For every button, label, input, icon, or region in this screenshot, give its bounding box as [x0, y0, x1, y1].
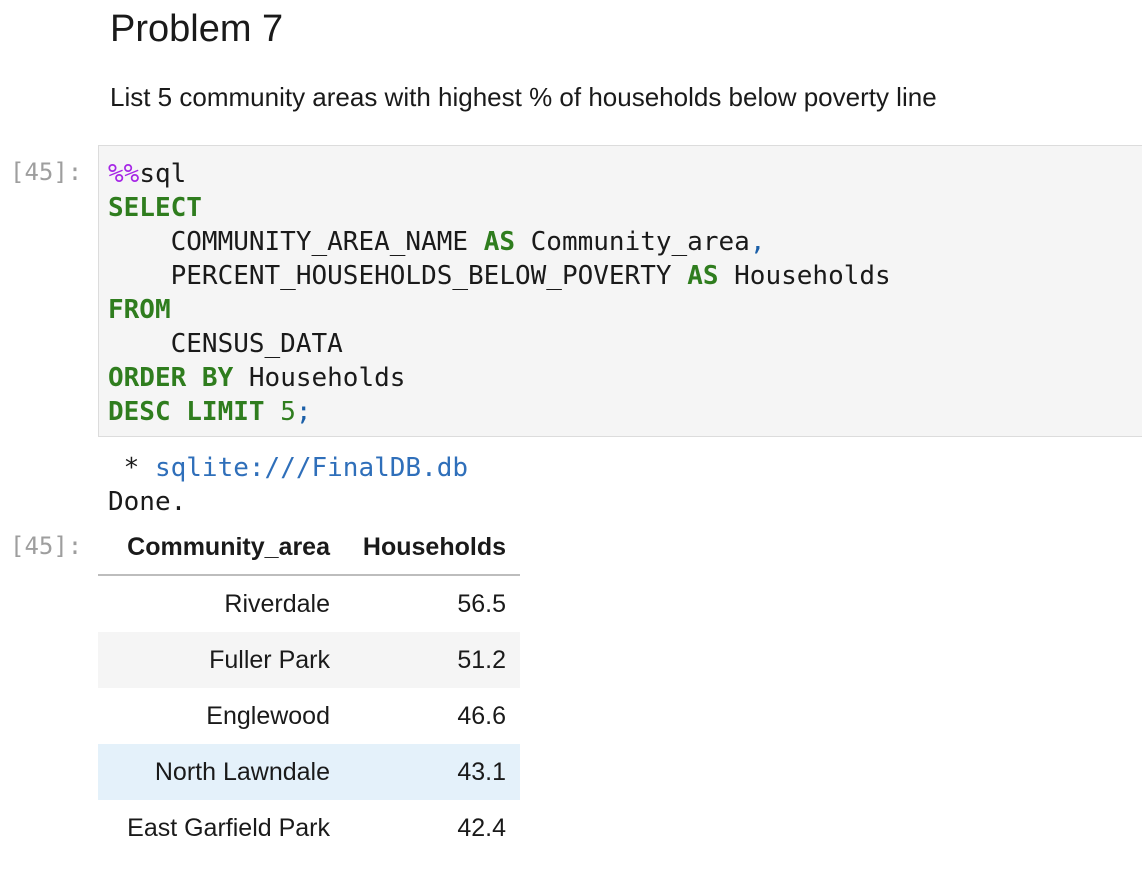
code-token: ; — [295, 397, 312, 427]
code-token: Households — [718, 261, 891, 291]
connection-marker: * — [123, 453, 140, 483]
code-token: PERCENT_HOUSEHOLDS_BELOW_POVERTY — [108, 261, 688, 291]
code-token: AS — [687, 261, 719, 291]
table-cell: 43.1 — [344, 744, 520, 800]
table-cell: North Lawndale — [98, 744, 344, 800]
code-token: 5 — [280, 397, 296, 427]
output-prompt: [45]: — [10, 532, 83, 560]
connection: sqlite:///FinalDB.db — [154, 453, 469, 483]
code-token: , — [749, 227, 766, 257]
description: List 5 community areas with highest % of… — [110, 82, 937, 112]
table-cell: Riverdale — [224, 589, 330, 618]
code-token: Community_area — [515, 227, 750, 257]
header-row: Community_area Households — [98, 520, 520, 576]
table-cell: East Garfield Park — [127, 813, 330, 842]
code-token — [265, 397, 281, 427]
code-token: ORDER BY — [108, 363, 234, 393]
table-cell: Englewood — [206, 701, 330, 730]
heading: Problem 7 — [110, 8, 284, 50]
code-token: Households — [233, 363, 406, 393]
code: %%sql SELECT COMMUNITY_AREA_NAME AS Comm… — [108, 157, 891, 429]
table-row[interactable]: Riverdale 56.5 — [98, 575, 520, 632]
table-cell: 51.2 — [344, 632, 520, 688]
table-cell: 46.6 — [457, 701, 506, 730]
table-row[interactable]: East Garfield Park 42.4 — [98, 800, 520, 856]
column-header: Households — [344, 520, 520, 576]
code-token: COMMUNITY_AREA_NAME — [108, 227, 484, 257]
table-cell: 42.4 — [457, 813, 506, 842]
table-cell: Fuller Park — [98, 632, 344, 688]
table-row[interactable]: Englewood 46.6 — [98, 688, 520, 744]
code-token: CENSUS_DATA — [108, 329, 343, 359]
table-row[interactable]: Fuller Park 51.2 — [98, 632, 520, 688]
input-prompt: [45]: — [10, 158, 83, 186]
table-row[interactable]: North Lawndale 43.1 — [98, 744, 520, 800]
column-header: Community_area — [98, 520, 344, 576]
output-text: * sqlite:///FinalDB.db Done. — [108, 451, 468, 519]
code-token: FROM — [108, 295, 171, 325]
code-token: AS — [483, 227, 515, 257]
result-table: Community_area Households Riverdale 56.5 Ful… — [98, 520, 520, 856]
code-cell[interactable] — [98, 145, 1142, 437]
status: Done. — [108, 487, 187, 517]
code-token: %% — [108, 159, 140, 189]
code-token: SELECT — [108, 193, 202, 223]
code-token: DESC LIMIT — [108, 397, 265, 427]
table-cell: 56.5 — [457, 589, 506, 618]
code-token: sql — [139, 159, 187, 189]
